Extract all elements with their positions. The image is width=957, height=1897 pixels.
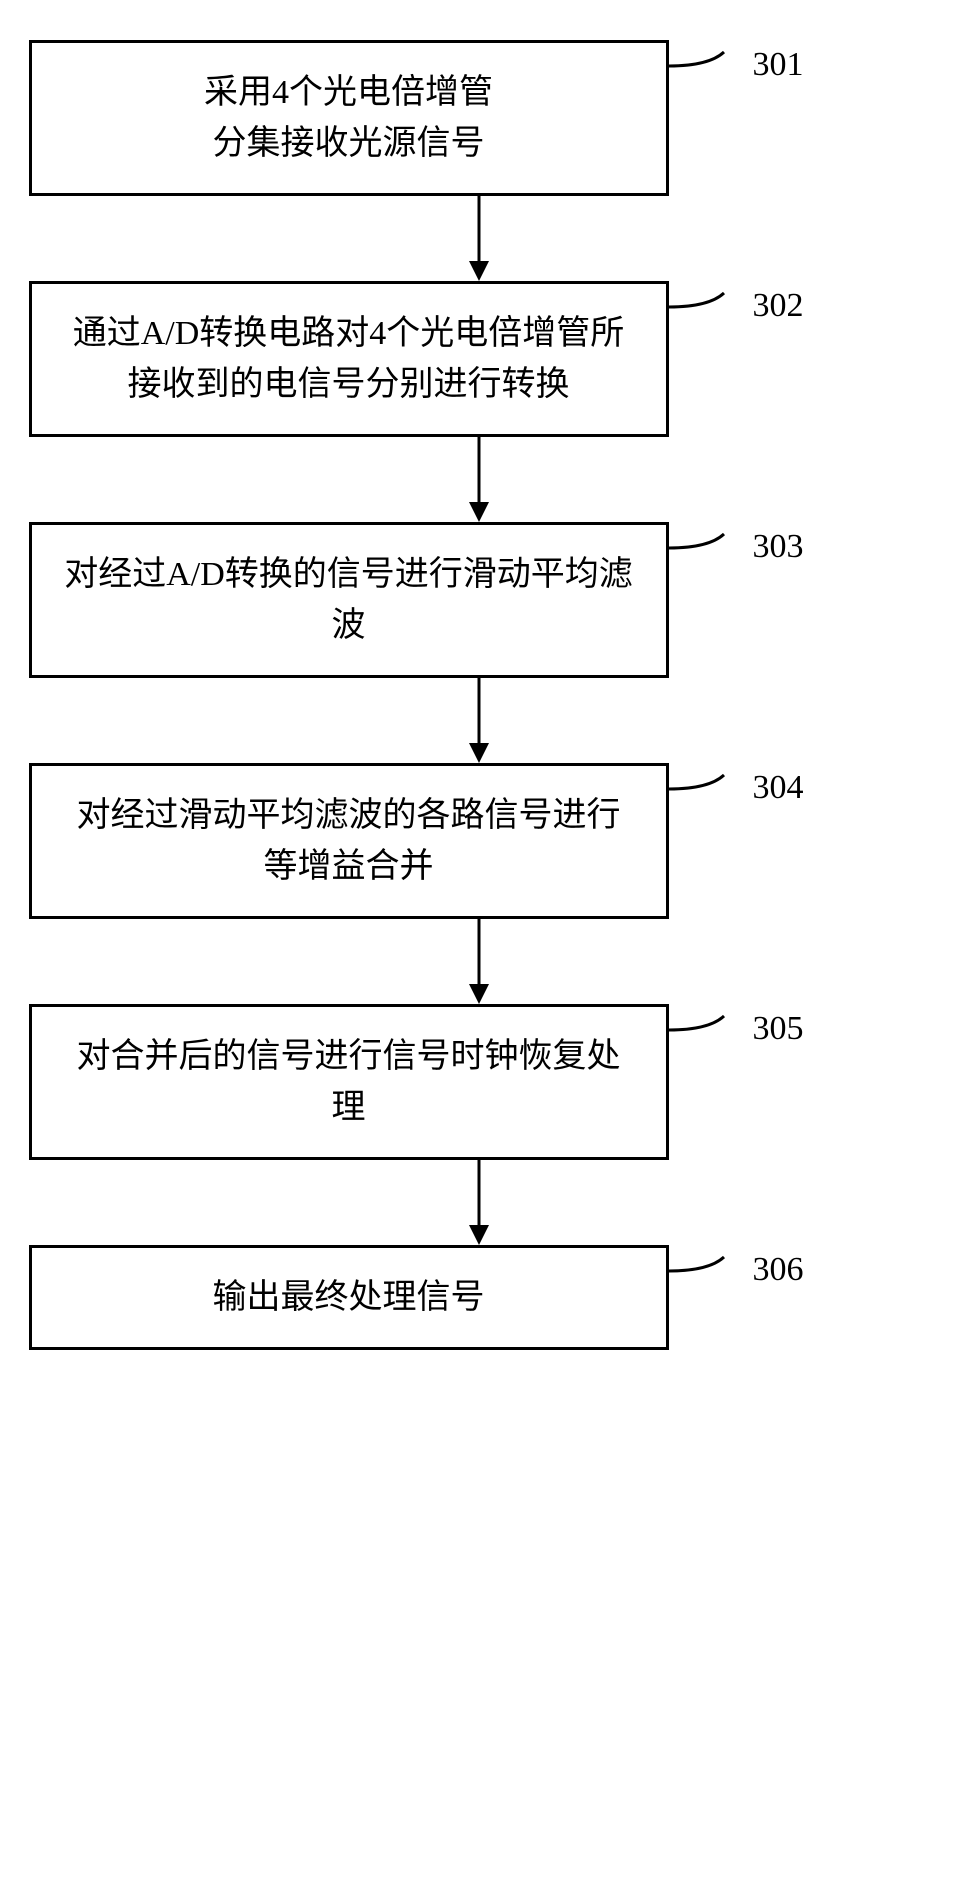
flowchart-node: 通过A/D转换电路对4个光电倍增管所接收到的电信号分别进行转换 [29,281,669,437]
flowchart-node: 采用4个光电倍增管分集接收光源信号 [29,40,669,196]
node-text: 对合并后的信号进行信号时钟恢复处理 [62,1031,636,1133]
arrow-down-icon [459,678,499,763]
node-text: 采用4个光电倍增管分集接收光源信号 [204,67,493,169]
flowchart-node: 对经过滑动平均滤波的各路信号进行等增益合并 [29,763,669,919]
connector-curve-icon [669,1012,749,1072]
node-text: 对经过滑动平均滤波的各路信号进行等增益合并 [62,790,636,892]
arrow-down-icon [459,919,499,1004]
arrow-down-icon [459,1160,499,1245]
node-label: 301 [749,46,804,84]
label-wrapper: 302 [669,281,929,349]
node-wrapper-305: 对合并后的信号进行信号时钟恢复处理 305 [29,1004,929,1160]
node-label: 302 [749,287,804,325]
node-wrapper-306: 输出最终处理信号 306 [29,1245,929,1350]
connector-curve-icon [669,289,749,349]
flowchart-node: 输出最终处理信号 [29,1245,669,1350]
arrow-container [159,1160,799,1245]
node-text: 通过A/D转换电路对4个光电倍增管所接收到的电信号分别进行转换 [62,308,636,410]
node-wrapper-301: 采用4个光电倍增管分集接收光源信号 301 [29,40,929,196]
node-wrapper-302: 通过A/D转换电路对4个光电倍增管所接收到的电信号分别进行转换 302 [29,281,929,437]
arrow-container [159,919,799,1004]
flowchart-container: 采用4个光电倍增管分集接收光源信号 301 通过A/D转换电路对4个光电倍增管所… [29,40,929,1350]
connector-curve-icon [669,48,749,108]
arrow-container [159,678,799,763]
connector-curve-icon [669,1253,749,1313]
node-label: 306 [749,1251,804,1289]
label-wrapper: 306 [669,1245,929,1313]
label-wrapper: 305 [669,1004,929,1072]
node-label: 305 [749,1010,804,1048]
label-wrapper: 303 [669,522,929,590]
flowchart-node: 对合并后的信号进行信号时钟恢复处理 [29,1004,669,1160]
connector-curve-icon [669,771,749,831]
arrow-down-icon [459,196,499,281]
flowchart-node: 对经过A/D转换的信号进行滑动平均滤波 [29,522,669,678]
node-wrapper-303: 对经过A/D转换的信号进行滑动平均滤波 303 [29,522,929,678]
node-wrapper-304: 对经过滑动平均滤波的各路信号进行等增益合并 304 [29,763,929,919]
connector-curve-icon [669,530,749,590]
node-label: 303 [749,528,804,566]
node-label: 304 [749,769,804,807]
arrow-down-icon [459,437,499,522]
node-text: 对经过A/D转换的信号进行滑动平均滤波 [62,549,636,651]
label-wrapper: 304 [669,763,929,831]
arrow-container [159,196,799,281]
arrow-container [159,437,799,522]
label-wrapper: 301 [669,40,929,108]
node-text: 输出最终处理信号 [213,1272,485,1323]
